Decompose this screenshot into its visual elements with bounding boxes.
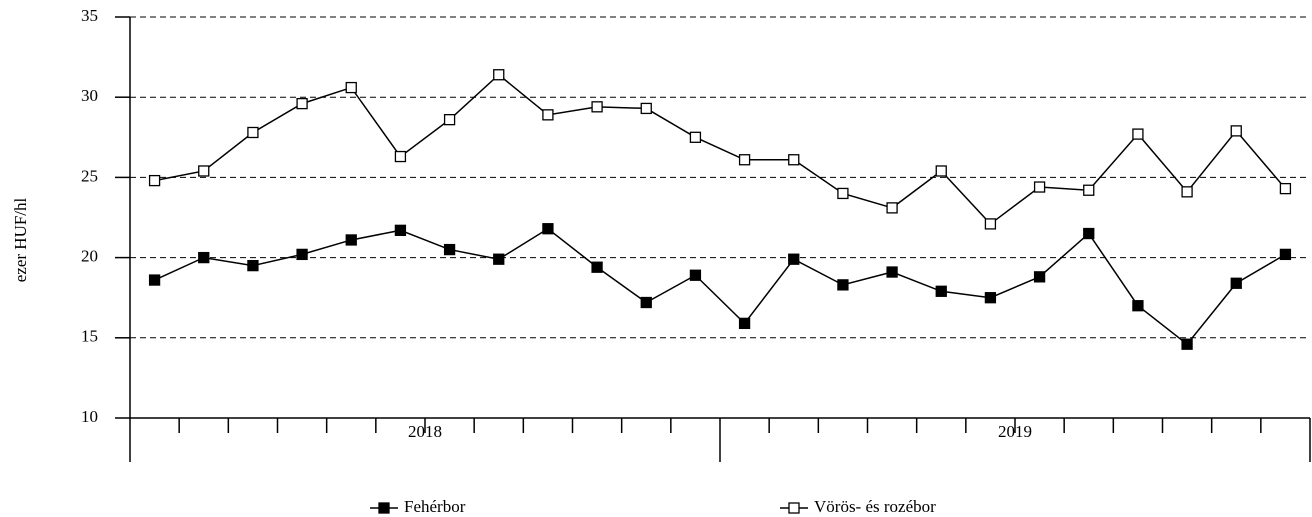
- y-tick-label: 35: [81, 6, 98, 25]
- marker: [198, 165, 210, 177]
- marker: [1279, 248, 1292, 261]
- group-label: 2019: [998, 422, 1032, 441]
- marker: [1230, 277, 1242, 289]
- marker: [247, 126, 259, 139]
- marker: [689, 269, 702, 281]
- marker: [443, 243, 456, 256]
- marker: [296, 248, 308, 261]
- marker: [640, 296, 652, 309]
- series-line: [154, 73, 1286, 225]
- marker: [394, 150, 407, 163]
- marker: [738, 317, 751, 330]
- marker: [1132, 128, 1144, 140]
- marker: [1033, 181, 1046, 193]
- marker: [640, 102, 652, 115]
- marker: [542, 109, 554, 121]
- y-axis-label: ezer HUF/hl: [11, 197, 30, 282]
- marker: [984, 292, 997, 304]
- marker: [738, 154, 751, 166]
- marker: [591, 101, 603, 113]
- y-tick-label: 30: [81, 86, 98, 105]
- marker: [837, 187, 849, 200]
- marker: [1083, 184, 1095, 196]
- marker: [886, 266, 898, 278]
- marker: [984, 218, 997, 230]
- legend-marker: [378, 502, 390, 514]
- legend-label: Fehérbor: [404, 497, 466, 516]
- marker: [296, 97, 308, 110]
- marker: [1279, 182, 1292, 195]
- marker: [247, 259, 259, 272]
- marker: [1083, 227, 1095, 240]
- marker: [935, 285, 947, 297]
- marker: [493, 253, 505, 265]
- marker: [1033, 271, 1046, 283]
- marker: [591, 261, 603, 273]
- marker: [1181, 186, 1193, 198]
- marker: [394, 224, 407, 236]
- marker: [788, 154, 800, 166]
- marker: [148, 174, 161, 187]
- marker: [1230, 125, 1242, 137]
- marker: [493, 69, 505, 81]
- y-tick-label: 10: [81, 407, 98, 426]
- legend-label: Vörös- és rozébor: [814, 497, 936, 516]
- marker: [837, 279, 849, 291]
- marker: [542, 223, 554, 235]
- marker: [198, 251, 210, 264]
- group-label: 2018: [408, 422, 442, 441]
- series-line: [154, 227, 1286, 346]
- marker: [345, 234, 357, 246]
- y-tick-label: 20: [81, 247, 98, 266]
- marker: [886, 202, 898, 214]
- y-tick-label: 15: [81, 327, 98, 346]
- marker: [1181, 338, 1193, 350]
- marker: [1132, 300, 1144, 312]
- marker: [935, 165, 947, 177]
- marker: [689, 131, 702, 143]
- legend-marker: [788, 502, 800, 514]
- y-tick-label: 25: [81, 166, 98, 185]
- marker: [345, 81, 357, 94]
- marker: [148, 274, 161, 286]
- marker: [788, 253, 800, 265]
- marker: [443, 114, 456, 126]
